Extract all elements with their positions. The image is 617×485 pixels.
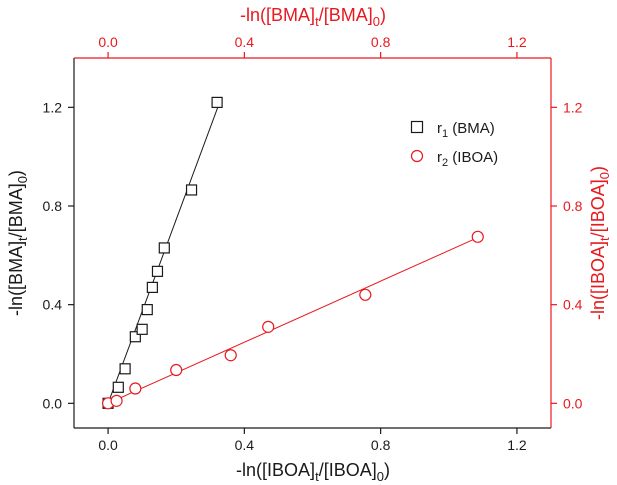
- data-point-iboa: [224, 349, 237, 362]
- data-point-iboa: [170, 363, 183, 377]
- legend-marker-iboa: [410, 149, 424, 163]
- data-point-iboa: [359, 288, 372, 301]
- y-right-tick-label: 1.2: [563, 99, 583, 115]
- x-bottom-tick-label: 0.0: [98, 437, 118, 453]
- y-left-tick-label: 1.2: [43, 99, 63, 115]
- data-point-bma: [151, 265, 164, 277]
- x-top-tick-label: 0.8: [371, 34, 391, 50]
- x-top-tick-label: 0.4: [235, 34, 255, 50]
- data-point-bma: [185, 184, 198, 196]
- data-point-bma: [136, 323, 148, 335]
- data-point-bma: [112, 381, 124, 393]
- y-right-tick-label: 0.8: [563, 198, 583, 214]
- x-bottom-tick-label: 0.4: [235, 437, 255, 453]
- data-point-bma: [211, 96, 223, 109]
- x-bottom-tick-label: 1.2: [507, 437, 527, 453]
- y-left-tick-label: 0.0: [43, 395, 63, 411]
- y-left-tick-label: 0.4: [43, 297, 63, 313]
- y-left-axis-title: -ln([BMA]t/[BMA]0): [6, 170, 30, 316]
- x-bottom-tick-label: 0.8: [371, 437, 391, 453]
- fit-line-iboa: [107, 236, 480, 404]
- data-point-bma: [119, 363, 131, 375]
- data-point-bma: [146, 281, 158, 293]
- legend-marker-bma: [410, 120, 424, 134]
- x-top-axis-title: -ln([BMA]t/[BMA]0): [240, 5, 386, 29]
- x-bottom-axis-title: -ln([IBOA]t/[IBOA]0): [236, 460, 390, 484]
- data-point-iboa: [129, 382, 142, 395]
- legend: r1 (BMA) r2 (IBOA): [410, 120, 498, 169]
- legend-label-bma: r1 (BMA): [437, 120, 495, 140]
- x-top-tick-label: 0.0: [98, 34, 118, 50]
- data-point-iboa: [110, 394, 123, 407]
- data-point-iboa: [262, 320, 275, 333]
- y-right-tick-label: 0.0: [563, 395, 583, 411]
- data-point-bma: [158, 242, 170, 254]
- y-right-tick-label: 0.4: [563, 297, 583, 313]
- legend-label-iboa: r2 (IBOA): [437, 149, 498, 169]
- data-point-bma: [141, 304, 153, 316]
- y-right-axis-title: -ln([IBOA]t/[IBOA]0): [588, 166, 612, 320]
- data-point-bma: [129, 331, 141, 343]
- x-top-tick-label: 1.2: [507, 34, 527, 50]
- y-left-tick-label: 0.8: [43, 198, 63, 214]
- data-point-iboa: [471, 230, 484, 243]
